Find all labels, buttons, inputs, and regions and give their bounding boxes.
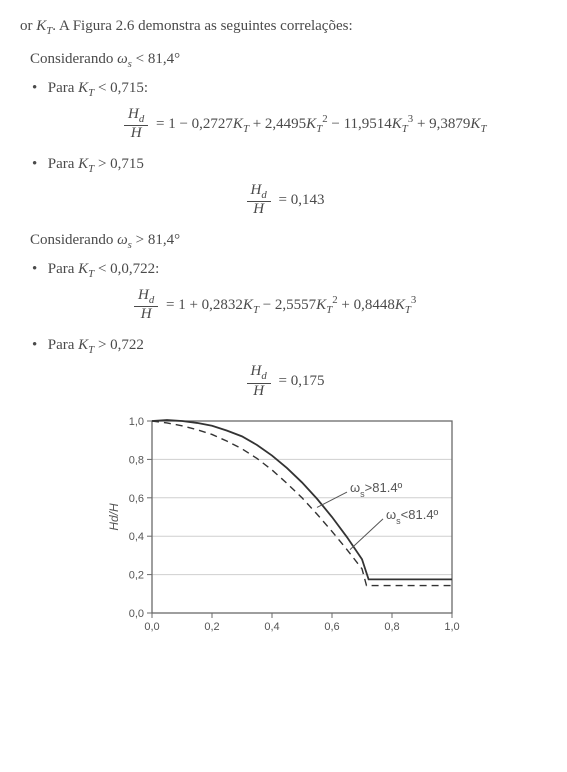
eq-3: HdH = 1 + 0,2832KT − 2,5557KT2 + 0,8448K… bbox=[20, 288, 547, 323]
svg-text:Hd/H: Hd/H bbox=[107, 503, 121, 531]
svg-text:0,4: 0,4 bbox=[128, 532, 143, 544]
svg-text:0,4: 0,4 bbox=[264, 621, 279, 633]
svg-text:0,8: 0,8 bbox=[128, 455, 143, 467]
chart: 0,0 0,2 0,4 0,6 0,8 1,0 0,0 0,2 0,4 0,6 0,8 1,0 Hd/H… bbox=[104, 413, 464, 643]
svg-text:0,2: 0,2 bbox=[204, 621, 219, 633]
svg-text:0,6: 0,6 bbox=[128, 493, 143, 505]
eq-1: HdH = 1 − 0,2727KT + 2,4495KT2 − 11,9514… bbox=[20, 107, 547, 142]
eq-4: HdH = 0,175 bbox=[20, 364, 547, 399]
svg-text:1,0: 1,0 bbox=[128, 416, 143, 428]
svg-text:1,0: 1,0 bbox=[444, 621, 459, 633]
case-2b: • Para KT > 0,722 bbox=[32, 337, 547, 356]
case-1b: • Para KT > 0,715 bbox=[32, 156, 547, 175]
cond-2: Considerando ωs > 81,4° bbox=[30, 232, 547, 251]
intro-line: or KT. A Figura 2.6 demonstra as seguint… bbox=[20, 18, 547, 37]
svg-text:0,8: 0,8 bbox=[384, 621, 399, 633]
svg-text:0,0: 0,0 bbox=[144, 621, 159, 633]
svg-text:0,0: 0,0 bbox=[128, 608, 143, 620]
case-1a: • Para KT < 0,715: bbox=[32, 80, 547, 99]
case-2a: • Para KT < 0,0,722: bbox=[32, 261, 547, 280]
svg-text:0,6: 0,6 bbox=[324, 621, 339, 633]
svg-text:0,2: 0,2 bbox=[128, 570, 143, 582]
eq-2: HdH = 0,143 bbox=[20, 183, 547, 218]
cond-1: Considerando ωs < 81,4° bbox=[30, 51, 547, 70]
figure-2-6: 0,0 0,2 0,4 0,6 0,8 1,0 0,0 0,2 0,4 0,6 0,8 1,0 Hd/H… bbox=[20, 413, 547, 643]
